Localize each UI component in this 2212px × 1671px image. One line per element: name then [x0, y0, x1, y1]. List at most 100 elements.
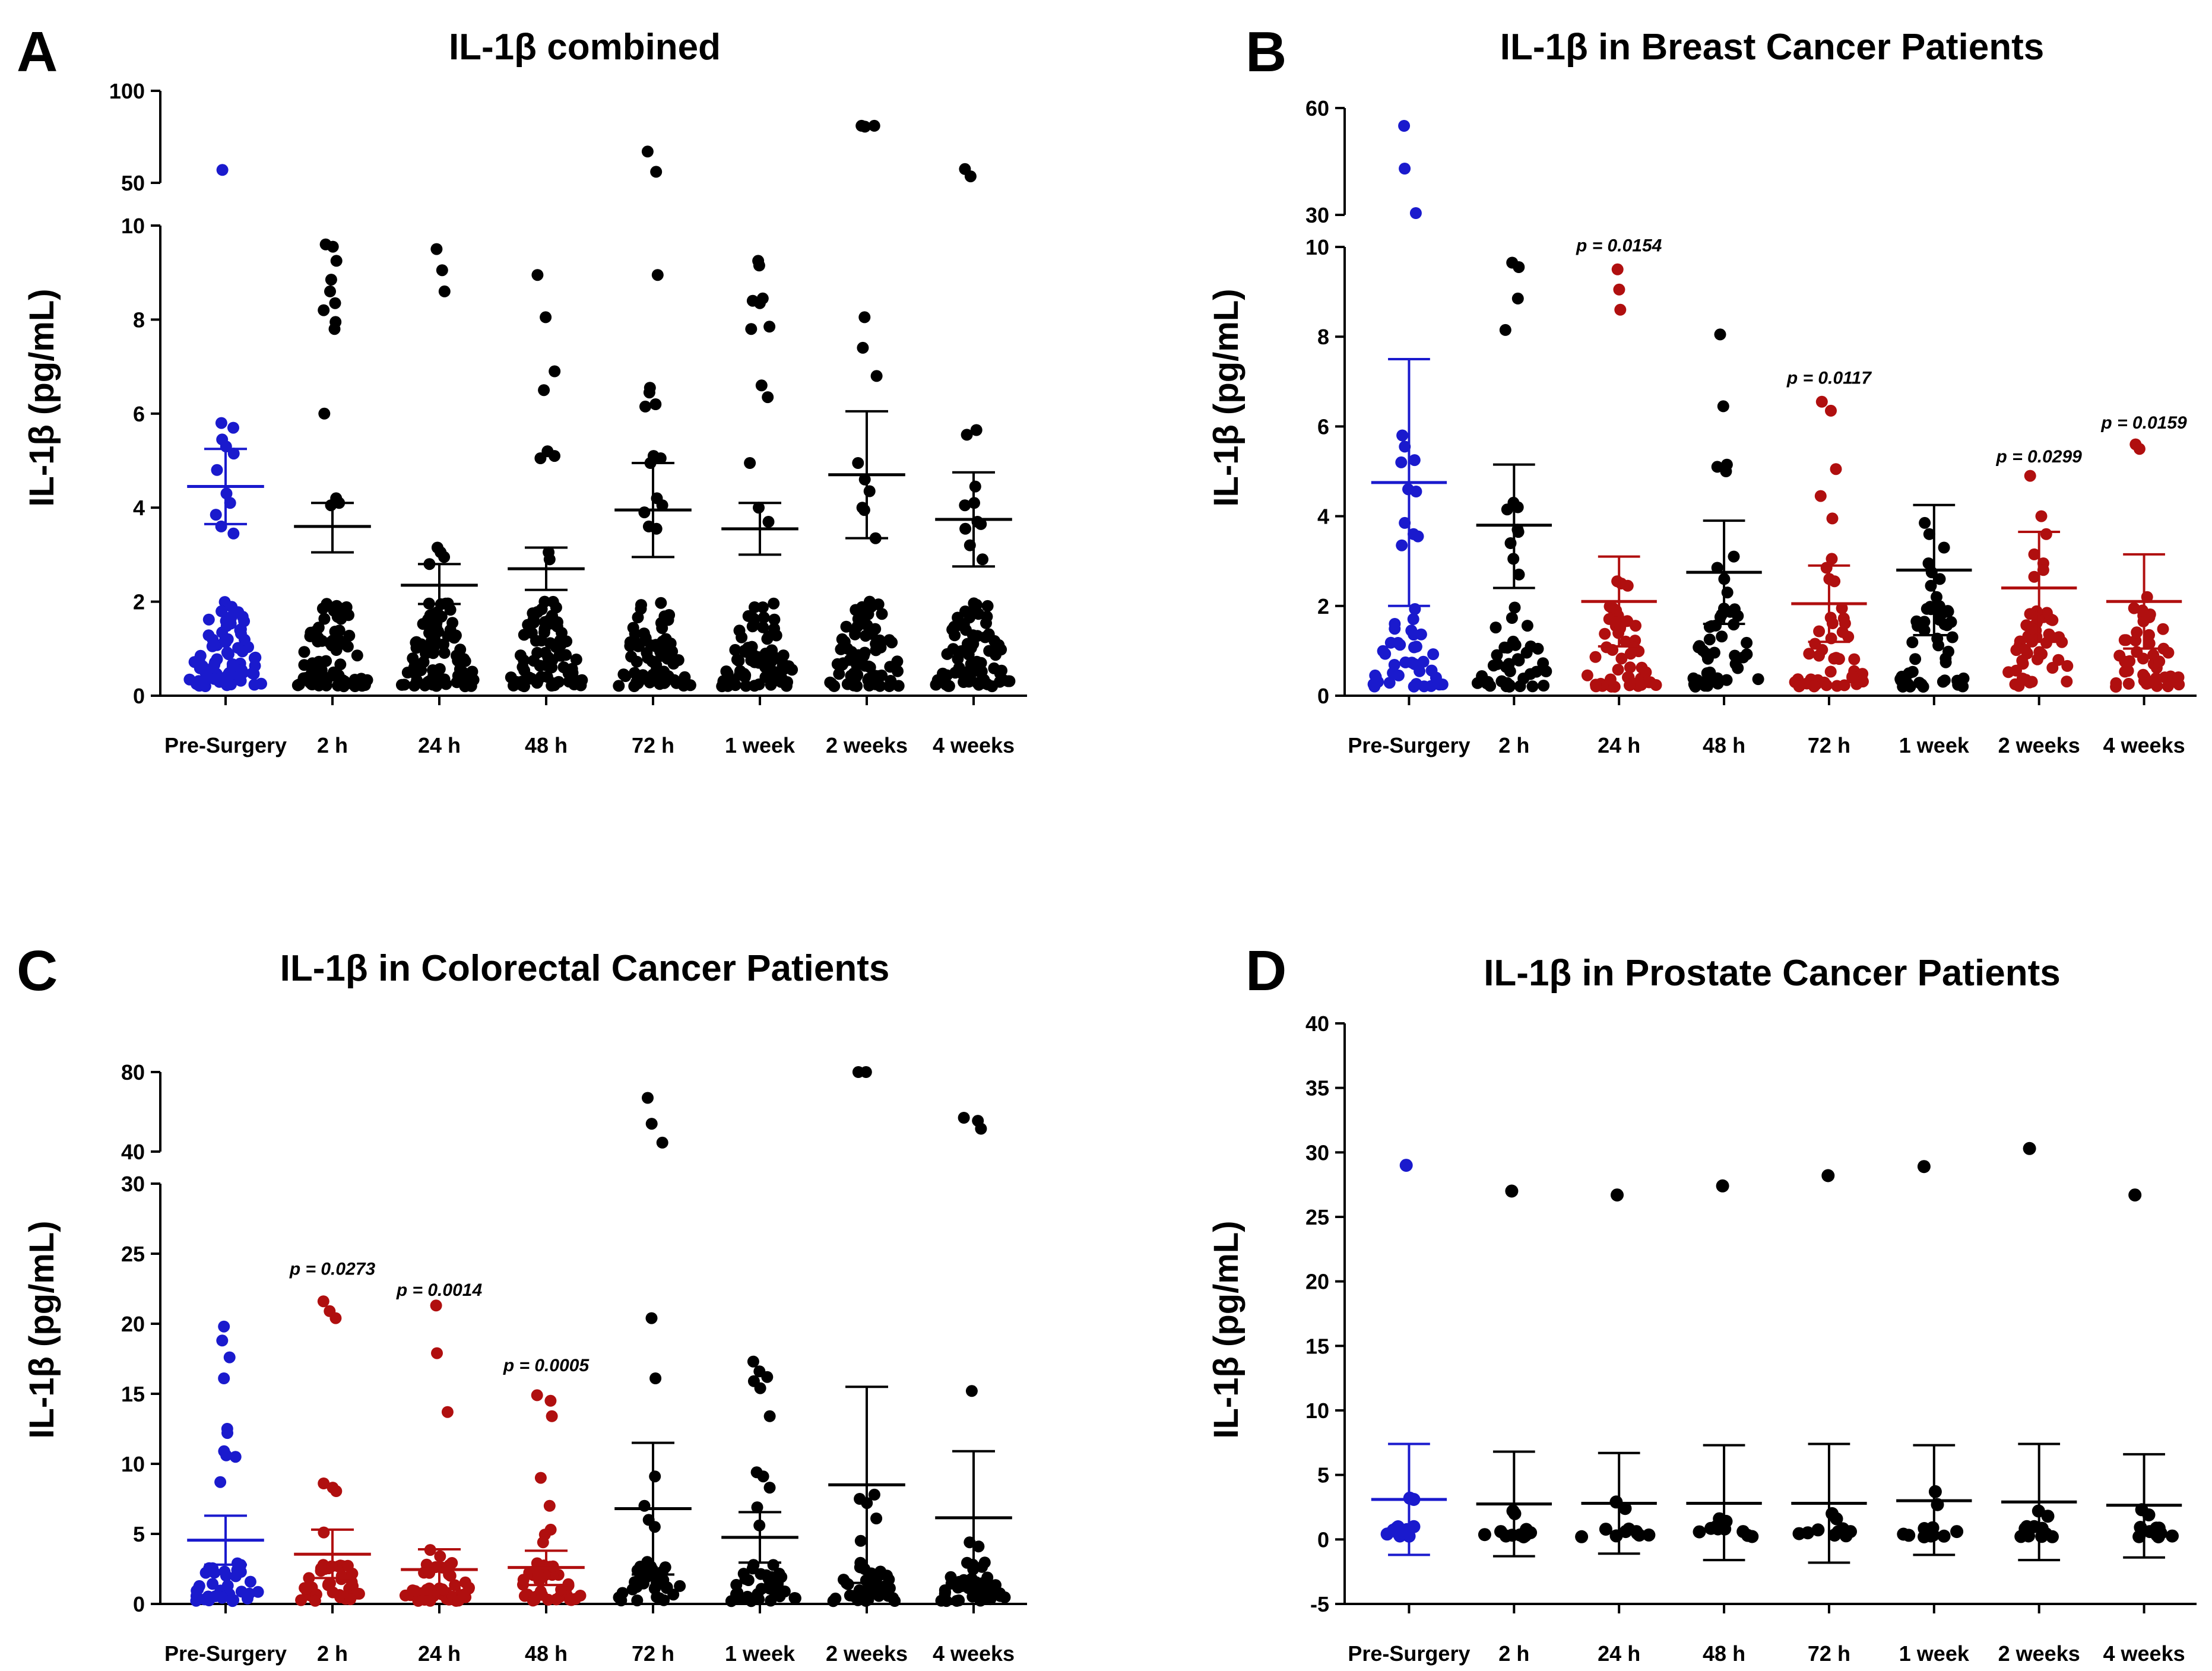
- data-point: [2166, 1529, 2179, 1543]
- data-point: [535, 603, 548, 616]
- data-point: [758, 611, 770, 624]
- p-value-annotation: p = 0.0273: [289, 1259, 376, 1279]
- data-point: [737, 1568, 750, 1580]
- data-point: [211, 464, 223, 476]
- data-point: [2023, 1142, 2036, 1155]
- data-point: [1505, 1184, 1519, 1198]
- data-point: [330, 255, 343, 267]
- data-point: [754, 1382, 766, 1394]
- data-point: [1844, 1525, 1857, 1539]
- group-24-h: [1581, 263, 1662, 693]
- data-point: [218, 1320, 230, 1333]
- data-point: [1618, 1502, 1632, 1515]
- data-point: [1708, 646, 1720, 659]
- data-point: [854, 1556, 867, 1569]
- data-point: [638, 627, 650, 640]
- x-tick-label: 4 weeks: [933, 733, 1015, 757]
- data-point: [548, 679, 560, 692]
- data-point: [993, 639, 1005, 651]
- data-point: [329, 1312, 342, 1324]
- data-point: [432, 625, 445, 638]
- data-point: [651, 269, 664, 281]
- x-tick-label: 72 h: [1808, 733, 1850, 757]
- data-point: [316, 603, 329, 615]
- data-point: [304, 630, 316, 642]
- data-point: [1491, 649, 1503, 661]
- data-point: [648, 1583, 661, 1595]
- data-point: [757, 621, 769, 633]
- data-point: [1512, 526, 1525, 538]
- data-point: [216, 164, 229, 176]
- data-point: [1407, 1520, 1421, 1533]
- data-point: [1611, 1188, 1624, 1202]
- data-point: [768, 597, 780, 610]
- data-point: [844, 1589, 856, 1602]
- data-point: [226, 660, 239, 673]
- data-point: [740, 680, 752, 692]
- data-point: [643, 386, 655, 399]
- data-point: [658, 635, 671, 646]
- data-point: [1729, 603, 1741, 616]
- data-point: [1399, 516, 1411, 529]
- data-point: [539, 646, 552, 659]
- data-point: [343, 629, 356, 642]
- data-point: [309, 1594, 321, 1607]
- data-point: [1499, 324, 1511, 336]
- data-point: [2137, 652, 2149, 665]
- y-tick-label: 40: [1305, 1012, 1329, 1036]
- data-point: [1494, 1525, 1507, 1539]
- data-point: [1389, 618, 1401, 630]
- data-point: [969, 1576, 982, 1588]
- data-point: [547, 595, 559, 608]
- data-point: [1716, 630, 1728, 643]
- axes: 0 2 4 6 8 10 50 100 Pre-Surgery 2 h 24 h 48 h 72 h 1 …: [109, 79, 1027, 757]
- data-point: [965, 1385, 978, 1397]
- data-point: [940, 1595, 953, 1607]
- data-point: [971, 677, 984, 689]
- data-point: [1581, 669, 1593, 681]
- y-tick-label: 80: [121, 1060, 145, 1085]
- data-point: [534, 452, 547, 464]
- x-tick-label: 4 weeks: [2103, 1641, 2185, 1666]
- data-point: [216, 605, 228, 617]
- data-point: [824, 676, 836, 689]
- data-point: [860, 1066, 872, 1078]
- data-point: [430, 1299, 442, 1312]
- data-point: [869, 623, 882, 635]
- y-tick-label: 6: [133, 402, 145, 426]
- data-point: [1396, 429, 1409, 442]
- y-tick-label: 6: [1317, 414, 1329, 439]
- data-point: [236, 664, 248, 676]
- data-point: [763, 321, 776, 333]
- data-point: [1910, 615, 1923, 627]
- data-point: [1530, 665, 1543, 678]
- data-point: [543, 1499, 556, 1512]
- data-point: [1813, 649, 1825, 662]
- y-tick-label: 50: [121, 171, 145, 195]
- data-point: [1693, 640, 1706, 652]
- data-point: [1752, 673, 1764, 686]
- data-point: [2157, 623, 2169, 635]
- p-value-annotation: p = 0.0005: [503, 1356, 590, 1375]
- y-tick-label: 60: [1305, 96, 1329, 121]
- data-point: [315, 677, 328, 690]
- y-tick-label: 10: [1305, 1399, 1329, 1423]
- data-point: [2133, 443, 2146, 455]
- p-value-annotation: p = 0.0014: [396, 1280, 483, 1300]
- data-point: [1410, 486, 1422, 497]
- group-48-h: [505, 269, 588, 693]
- data-point: [1933, 614, 1945, 626]
- y-tick-label: 10: [1305, 235, 1329, 259]
- data-point: [2153, 655, 2166, 668]
- group-4-weeks: [2106, 438, 2185, 693]
- y-tick-label: 0: [133, 684, 145, 708]
- data-point: [1904, 680, 1916, 693]
- data-point: [1415, 628, 1427, 641]
- data-point: [1928, 1485, 1942, 1498]
- data-point: [616, 1587, 629, 1599]
- data-point: [2041, 1510, 2055, 1523]
- data-point: [293, 678, 305, 691]
- y-axis-label: IL-1β (pg/mL): [1207, 288, 1246, 506]
- data-point: [531, 1389, 543, 1402]
- data-point: [833, 668, 845, 680]
